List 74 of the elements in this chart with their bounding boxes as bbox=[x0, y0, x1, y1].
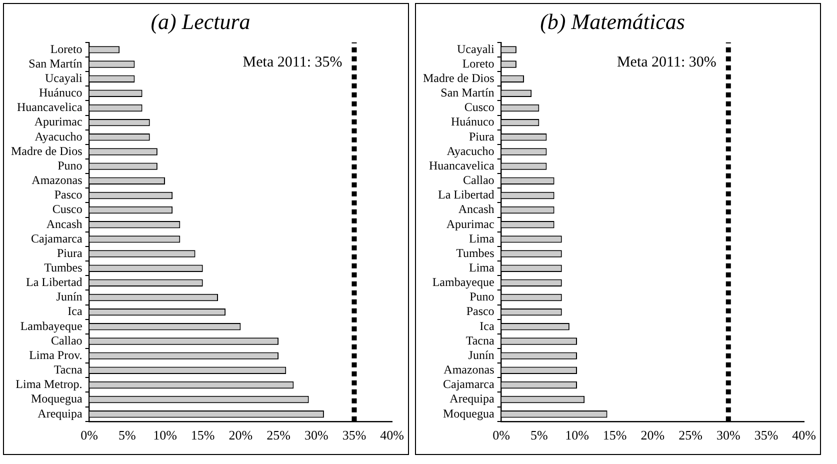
x-tick-label: 10% bbox=[153, 428, 178, 443]
y-tick-label: Cusco bbox=[464, 100, 494, 114]
x-tick-label: 0% bbox=[80, 428, 98, 443]
y-tick-label: Lima Metrop. bbox=[16, 377, 82, 392]
y-tick-label: Lima bbox=[468, 231, 495, 246]
y-tick-label: Ayacucho bbox=[446, 144, 494, 158]
y-tick-label: Cajamarca bbox=[31, 231, 83, 246]
y-tick-label: Loreto bbox=[50, 42, 82, 56]
y-tick-label: Pasco bbox=[54, 188, 82, 202]
x-tick-label: 30% bbox=[304, 428, 328, 443]
x-tick-label: 40% bbox=[380, 428, 404, 443]
y-tick-label: Ancash bbox=[46, 216, 82, 231]
y-tick-label: Madre de Dios bbox=[10, 144, 83, 158]
y-tick-label: Lambayeque bbox=[20, 318, 82, 333]
x-tick-label: 40% bbox=[792, 428, 816, 443]
x-tick-label: 25% bbox=[678, 428, 703, 443]
x-tick-label: 15% bbox=[602, 428, 627, 443]
ref-line-label: Meta 2011: 35% bbox=[242, 54, 342, 70]
y-tick-label: Huancavelica bbox=[17, 100, 83, 114]
y-tick-label: Tumbes bbox=[44, 260, 83, 274]
y-tick-label: Cajamarca bbox=[443, 377, 495, 392]
chart-title: (b) Matemáticas bbox=[540, 8, 685, 34]
x-tick-label: 20% bbox=[640, 428, 665, 443]
y-tick-label: Tumbes bbox=[456, 246, 495, 260]
y-tick-label: Loreto bbox=[462, 56, 494, 70]
y-tick-label: Huancavelica bbox=[429, 158, 495, 172]
y-tick-label: Pasco bbox=[466, 304, 494, 318]
y-tick-label: Amazonas bbox=[444, 362, 495, 377]
x-tick-label: 0% bbox=[492, 428, 510, 443]
y-tick-label: Junín bbox=[56, 290, 82, 304]
x-tick-label: 5% bbox=[118, 428, 136, 443]
y-tick-label: Puno bbox=[58, 158, 82, 172]
y-tick-label: Ucayali bbox=[45, 71, 83, 85]
y-tick-label: Moquegua bbox=[30, 392, 83, 406]
y-tick-label: Cusco bbox=[52, 202, 82, 216]
ref-line-label: Meta 2011: 30% bbox=[616, 54, 716, 70]
x-tick-label: 10% bbox=[565, 428, 590, 443]
x-tick-label: 5% bbox=[530, 428, 548, 443]
y-tick-label: Lambayeque bbox=[432, 275, 494, 290]
y-tick-label: Ica bbox=[68, 304, 83, 318]
y-tick-label: Ucayali bbox=[457, 42, 495, 56]
y-tick-label: Apurimac bbox=[34, 114, 82, 129]
y-tick-label: Junín bbox=[468, 348, 494, 362]
y-tick-label: Lima bbox=[468, 260, 495, 274]
y-tick-label: Puno bbox=[470, 290, 494, 304]
y-tick-label: Tacna bbox=[54, 362, 83, 377]
y-tick-label: Huánuco bbox=[450, 114, 494, 129]
y-tick-label: Amazonas bbox=[32, 173, 83, 188]
y-tick-label: La Libertad bbox=[438, 188, 494, 202]
y-tick-label: Arequipa bbox=[38, 406, 83, 420]
x-tick-label: 15% bbox=[190, 428, 215, 443]
x-tick-label: 35% bbox=[342, 428, 366, 443]
x-tick-label: 35% bbox=[754, 428, 778, 443]
x-tick-label: 30% bbox=[716, 428, 740, 443]
y-tick-label: Ayacucho bbox=[34, 129, 82, 144]
y-tick-label: Ica bbox=[480, 318, 495, 333]
y-tick-label: San Martín bbox=[440, 86, 494, 100]
y-tick-label: Ancash bbox=[458, 202, 494, 216]
y-tick-label: San Martín bbox=[28, 56, 82, 70]
y-tick-label: Moquegua bbox=[442, 406, 495, 420]
x-tick-label: 25% bbox=[266, 428, 291, 443]
y-tick-label: Lima Prov. bbox=[29, 348, 82, 362]
x-tick-label: 20% bbox=[228, 428, 253, 443]
y-tick-label: Madre de Dios bbox=[422, 71, 495, 85]
y-tick-label: Arequipa bbox=[450, 392, 495, 406]
y-tick-label: Callao bbox=[462, 173, 494, 188]
y-tick-label: Apurimac bbox=[446, 216, 494, 231]
y-tick-label: Huánuco bbox=[38, 86, 82, 100]
chart-title: (a) Lectura bbox=[150, 8, 250, 34]
y-tick-label: La Libertad bbox=[26, 275, 82, 290]
y-tick-label: Callao bbox=[50, 333, 82, 348]
y-tick-label: Tacna bbox=[466, 333, 495, 348]
y-tick-label: Piura bbox=[56, 246, 83, 260]
y-tick-label: Piura bbox=[468, 129, 495, 144]
